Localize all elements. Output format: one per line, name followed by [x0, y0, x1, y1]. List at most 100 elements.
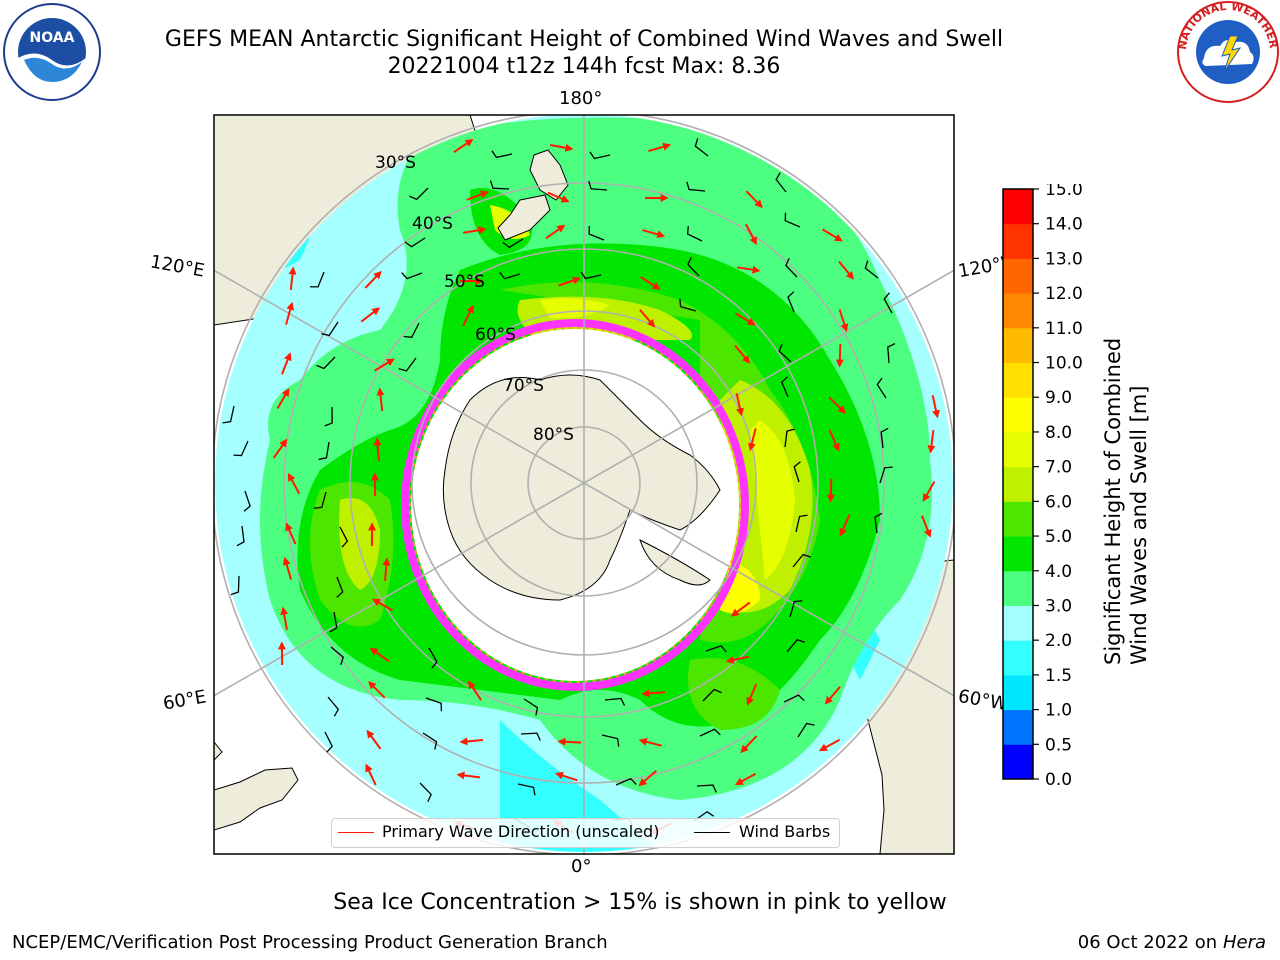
wave-direction-arrow [382, 557, 391, 582]
wave-direction-arrow [838, 260, 854, 280]
wave-direction-arrow [648, 142, 672, 152]
wind-barb-legend-swatch [694, 832, 730, 833]
wave-direction-arrow [746, 683, 758, 706]
wave-direction-arrow [365, 763, 377, 786]
wind-barb [327, 696, 340, 717]
colorbar-bin [1003, 536, 1033, 572]
colorbar-bin [1003, 397, 1033, 433]
wave-direction-arrow [462, 304, 474, 327]
wave-direction-arrow [282, 556, 293, 580]
wave-direction-arrow [366, 729, 382, 750]
wind-barb [517, 783, 536, 796]
colorbar-bin [1003, 258, 1033, 294]
footer-branch: NCEP/EMC/Verification Post Processing Pr… [12, 932, 608, 953]
lon-label-0: 0° [571, 856, 592, 877]
wind-barb [797, 722, 815, 738]
wave-direction-arrow [466, 190, 489, 201]
wind-barb [880, 427, 889, 449]
wave-direction-arrow [287, 472, 301, 495]
wave-direction-arrow [364, 270, 382, 289]
wind-barb [398, 357, 417, 372]
footer-date: 06 Oct 2022 on Hera [1077, 932, 1266, 953]
wind-barb [615, 777, 637, 786]
colorbar-bin [1003, 674, 1033, 711]
wave-direction-legend-label: Primary Wave Direction (unscaled) [382, 822, 660, 841]
wave-direction-arrow [376, 387, 385, 412]
wave-direction-arrow [748, 428, 757, 452]
wave-direction-arrow [373, 437, 382, 462]
colorbar-bin [1003, 744, 1033, 780]
wind-barb [339, 526, 349, 548]
noaa-logo-text: NOAA [30, 30, 75, 46]
wind-barb [404, 237, 426, 248]
wave-direction-arrow [838, 309, 849, 332]
wind-barb [324, 406, 333, 427]
wind-barb [876, 377, 887, 399]
colorbar-label: Significant Height of Combined Wind Wave… [1101, 338, 1151, 665]
wind-barb [874, 512, 883, 534]
wave-direction-arrow [453, 138, 474, 153]
wave-direction-arrow [558, 276, 581, 287]
wind-barb [784, 212, 801, 228]
wind-barb [887, 343, 896, 364]
sea-ice-edge [401, 319, 749, 691]
wind-barb [604, 697, 626, 706]
wind-barb [520, 732, 541, 741]
wind-barb [403, 322, 420, 338]
wave-direction-arrow [826, 478, 835, 503]
wave-direction-arrow [459, 737, 484, 746]
wind-barb [428, 647, 438, 669]
wind-barb [316, 356, 336, 370]
wind-barb [409, 187, 429, 201]
wind-barb [324, 731, 333, 753]
wind-barb [502, 238, 524, 249]
wind-barb [795, 514, 808, 533]
wave-direction-arrow [735, 393, 744, 417]
colorbar-tick-label: 9.0 [1045, 388, 1072, 408]
wave-direction-arrow [740, 735, 758, 754]
colorbar-tick-label: 4.0 [1045, 562, 1072, 582]
wind-barb [702, 688, 722, 702]
wind-barb [879, 466, 893, 484]
wave-direction-arrow [369, 647, 390, 663]
wind-barb [787, 291, 795, 313]
wind-barb [243, 490, 251, 512]
sea-ice-caption: Sea Ice Concentration > 15% is shown in … [333, 890, 947, 915]
lon-label-180: 180° [559, 88, 603, 109]
wind-barb [786, 638, 806, 653]
new-zealand-landmass [529, 149, 569, 201]
wave-direction-arrow [285, 301, 295, 325]
wind-barb [580, 271, 602, 280]
wind-barbs [222, 138, 896, 835]
wave-direction-arrow [360, 307, 380, 323]
colorbar-tick-label: 0.5 [1045, 735, 1072, 755]
wind-barb [784, 428, 795, 448]
colorbar-tick-label: 12.0 [1045, 284, 1083, 304]
colorbar-bin [1003, 570, 1033, 606]
colorbar-bin [1003, 640, 1033, 676]
wind-barb [864, 260, 879, 279]
wave-direction-arrow [730, 601, 751, 617]
wind-barb [789, 600, 803, 618]
wave-direction-arrow [822, 228, 843, 242]
wave-direction-arrow [839, 514, 851, 537]
colorbar-bin [1003, 327, 1033, 364]
chart-subtitle: 20221004 t12z 144h fcst Max: 8.36 [387, 54, 781, 79]
wind-barb-legend-label: Wind Barbs [739, 822, 831, 841]
wave-direction-arrow [372, 598, 394, 612]
colorbar-tick-label: 1.0 [1045, 701, 1072, 721]
colorbar-tick-label: 15.0 [1045, 184, 1083, 200]
wind-barb [222, 405, 235, 424]
colorbar-tick-label: 5.0 [1045, 527, 1072, 547]
wave-direction-arrow [835, 343, 844, 368]
wave-direction-arrow [368, 681, 386, 699]
wave-direction-arrow [828, 396, 847, 414]
footer-machine: Hera [1222, 932, 1266, 953]
wave-direction-arrow [745, 223, 757, 246]
nws-logo-icon: NATIONAL WEATHER SERVICE [1176, 0, 1280, 103]
wind-barb [883, 292, 893, 314]
colorbar-tick-label: 3.0 [1045, 596, 1072, 616]
lat-label-70S: 70°S [503, 376, 544, 396]
wave-direction-arrow [462, 226, 487, 235]
colorbar-tick-label: 1.5 [1045, 666, 1072, 686]
